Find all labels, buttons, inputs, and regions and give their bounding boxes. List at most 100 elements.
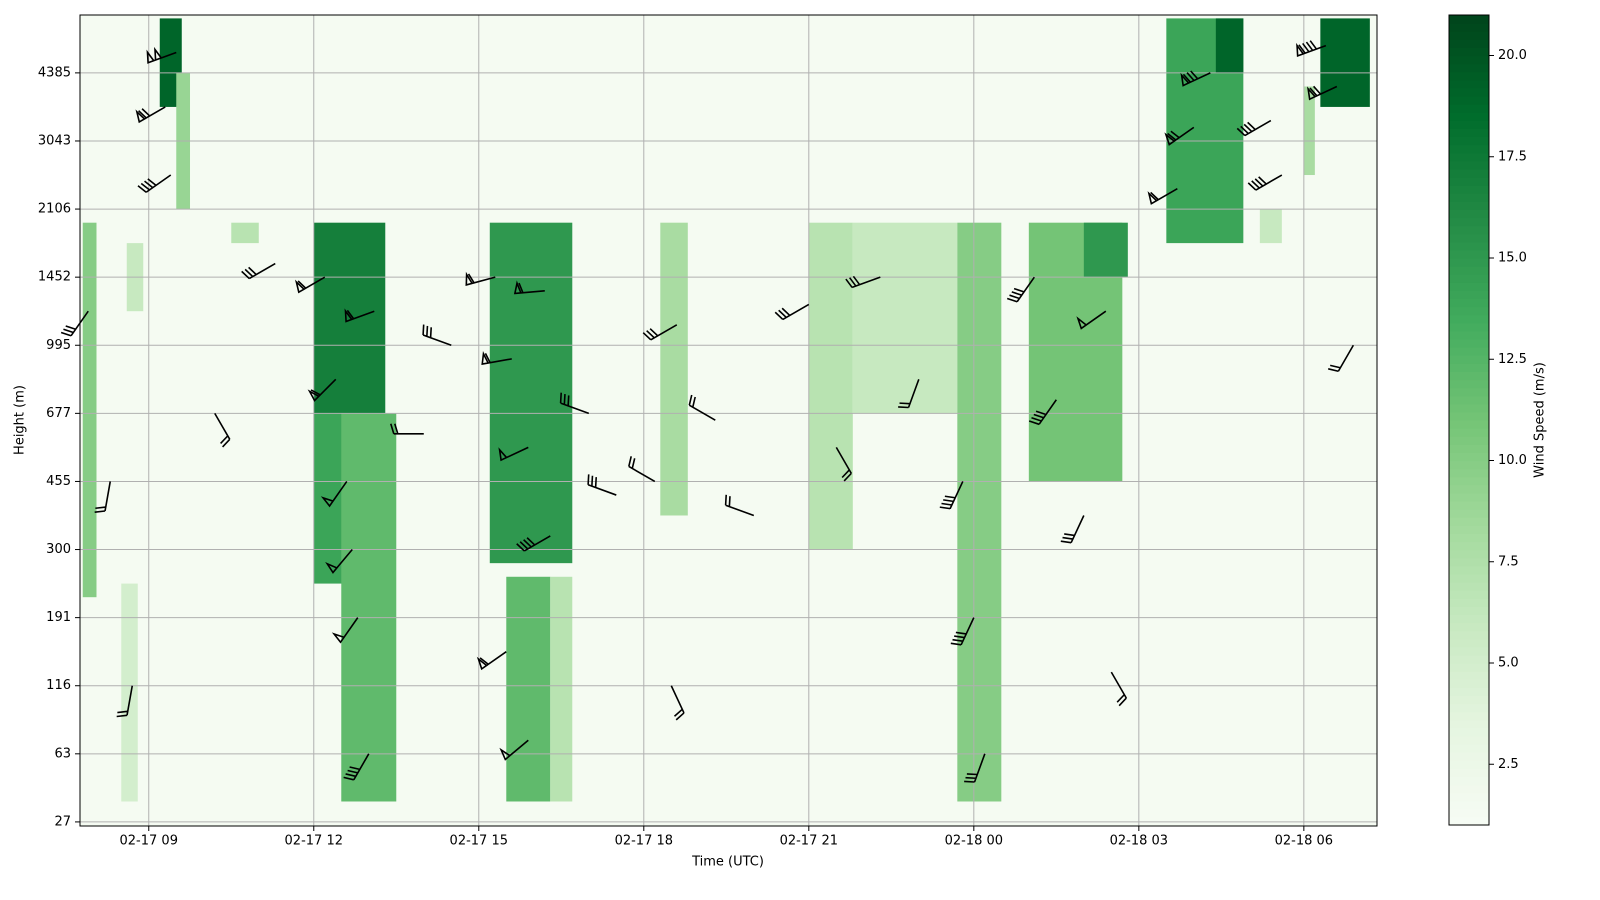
wind-barb: [344, 308, 375, 323]
colorbar-swatch: [1449, 152, 1489, 162]
y-tick-label: 63: [54, 746, 71, 761]
colorbar-swatch: [1449, 436, 1489, 445]
colorbar-swatch: [1449, 420, 1489, 429]
colorbar-label: Wind Speed (m/s): [1533, 362, 1548, 478]
colorbar-swatch: [1449, 411, 1489, 421]
wind-barb: [1306, 85, 1338, 101]
y-tick-label: 27: [54, 814, 71, 829]
y-tick-label: 300: [46, 542, 71, 557]
wind-barb: [307, 378, 337, 402]
colorbar-swatch: [1449, 322, 1489, 332]
colorbar-frame: [1448, 14, 1490, 826]
colorbar-swatch: [1449, 541, 1489, 551]
colorbar-swatch: [1449, 79, 1489, 89]
heatmap-cell: [341, 413, 397, 802]
heatmap-cell: [808, 222, 853, 550]
heatmap-cell: [121, 583, 138, 802]
wind-barb: [1296, 40, 1327, 58]
y-tick-label: 995: [46, 338, 71, 353]
heatmap-cell: [82, 222, 97, 598]
colorbar-swatch: [1449, 816, 1489, 826]
colorbar-swatch: [1449, 339, 1489, 348]
colorbar-swatch: [1449, 201, 1489, 210]
heatmap-cell: [1215, 18, 1244, 73]
colorbar-tick-label: 5.0: [1498, 656, 1519, 671]
wind-barb: [135, 106, 166, 124]
colorbar-swatch: [1449, 71, 1489, 81]
colorbar-swatch: [1449, 314, 1489, 324]
colorbar-swatch: [1449, 15, 1489, 24]
x-tick-label: 02-17 12: [285, 834, 343, 849]
colorbar-swatch: [1449, 735, 1489, 745]
colorbar-swatch: [1449, 168, 1489, 178]
colorbar-swatch: [1449, 112, 1489, 121]
wind-barb: [964, 753, 986, 783]
heatmap-cell: [489, 222, 573, 564]
colorbar-swatch: [1449, 752, 1489, 761]
colorbar-swatch: [1449, 525, 1489, 534]
colorbar-swatch: [1449, 492, 1489, 502]
colorbar-tick-label: 12.5: [1498, 352, 1527, 367]
colorbar-swatch: [1449, 266, 1489, 275]
wind-barb: [476, 651, 507, 671]
wind-barb: [1060, 515, 1085, 544]
colorbar-swatch: [1449, 468, 1489, 478]
wind-barb: [774, 303, 810, 321]
wind-barb: [835, 446, 853, 482]
x-tick-label: 02-18 06: [1275, 834, 1333, 849]
wind-barb: [670, 685, 685, 721]
colorbar-swatch: [1449, 476, 1489, 486]
y-tick-label: 455: [46, 474, 71, 489]
colorbar-swatch: [1449, 679, 1489, 688]
colorbar-swatch: [1449, 557, 1489, 567]
colorbar-swatch: [1449, 533, 1489, 543]
colorbar-swatch: [1449, 217, 1489, 227]
wind-barb: [146, 46, 177, 64]
wind-barb: [1236, 119, 1272, 137]
y-tick-label: 3043: [38, 133, 71, 148]
wind-barb: [950, 617, 975, 646]
colorbar-swatch: [1449, 784, 1489, 794]
colorbar-swatch: [1449, 565, 1489, 575]
colorbar-swatch: [1449, 800, 1489, 810]
wind-barb: [1328, 344, 1355, 373]
heatmap-cell: [550, 576, 573, 802]
x-tick-label: 02-18 03: [1110, 834, 1168, 849]
plot-area: [60, 15, 1377, 826]
colorbar-swatch: [1449, 403, 1489, 413]
colorbar-swatch: [1449, 177, 1489, 186]
colorbar-swatch: [1449, 298, 1489, 308]
x-tick-label: 02-17 15: [450, 834, 508, 849]
colorbar-swatch: [1449, 646, 1489, 656]
wind-barb: [325, 549, 353, 574]
colorbar-swatch: [1449, 687, 1489, 696]
colorbar-swatch: [1449, 444, 1489, 453]
colorbar-swatch: [1449, 582, 1489, 591]
wind-barb: [628, 456, 656, 483]
colorbar-swatch: [1449, 128, 1489, 138]
wind-barb: [1006, 276, 1035, 303]
colorbar-swatch: [1449, 792, 1489, 802]
y-tick-label: 677: [46, 406, 71, 421]
colorbar-swatch: [1449, 363, 1489, 372]
heatmap-cell: [660, 222, 688, 516]
colorbar-tick-label: 20.0: [1498, 48, 1527, 63]
colorbar-swatch: [1449, 768, 1489, 777]
colorbar-swatch: [1449, 225, 1489, 235]
colorbar-swatch: [1449, 282, 1489, 291]
heatmap-cell: [1259, 209, 1282, 244]
colorbar-swatch: [1449, 330, 1489, 340]
colorbar-swatch: [1449, 606, 1489, 615]
colorbar-swatch: [1449, 185, 1489, 194]
colorbar-swatch: [1449, 371, 1489, 381]
colorbar-swatch: [1449, 517, 1489, 526]
colorbar-tick-label: 10.0: [1498, 453, 1527, 468]
colorbar-tick-label: 17.5: [1498, 149, 1527, 164]
wind-barb: [1110, 671, 1128, 707]
wind-barb: [1247, 174, 1283, 191]
wind-barb: [642, 324, 678, 341]
colorbar-swatch: [1449, 233, 1489, 243]
colorbar-swatch: [1449, 39, 1489, 48]
colorbar-swatch: [1449, 193, 1489, 202]
y-tick-label: 4385: [38, 65, 71, 80]
